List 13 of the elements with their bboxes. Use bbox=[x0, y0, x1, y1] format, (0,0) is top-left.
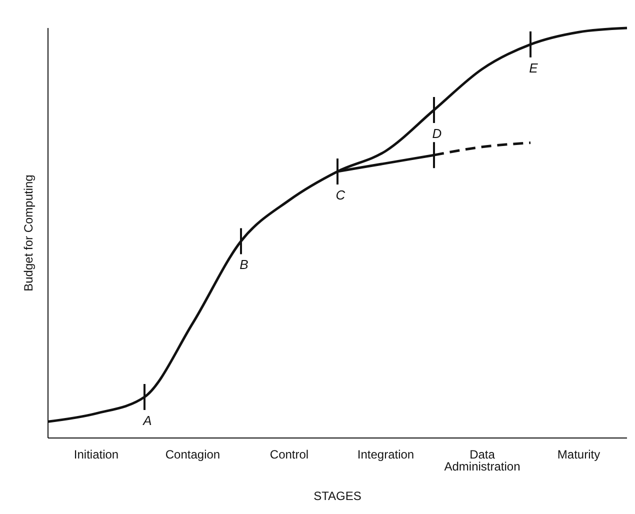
annotation: C bbox=[336, 188, 346, 202]
x-tick-label: Data Administration bbox=[444, 448, 520, 474]
annotation: D bbox=[432, 126, 442, 141]
x-tick-label: Control bbox=[270, 448, 309, 462]
x-axis-title: STAGES bbox=[314, 489, 362, 503]
y-axis-title: Budget for Computing bbox=[21, 174, 36, 292]
annotation: B bbox=[240, 257, 249, 272]
annotation: E bbox=[529, 60, 538, 76]
x-tick-label: Maturity bbox=[557, 448, 600, 462]
x-tick-label: Initiation bbox=[74, 448, 119, 462]
x-tick-label: Contagion bbox=[165, 448, 220, 462]
annotation: A bbox=[142, 413, 152, 428]
x-tick-label: Integration bbox=[357, 448, 414, 462]
